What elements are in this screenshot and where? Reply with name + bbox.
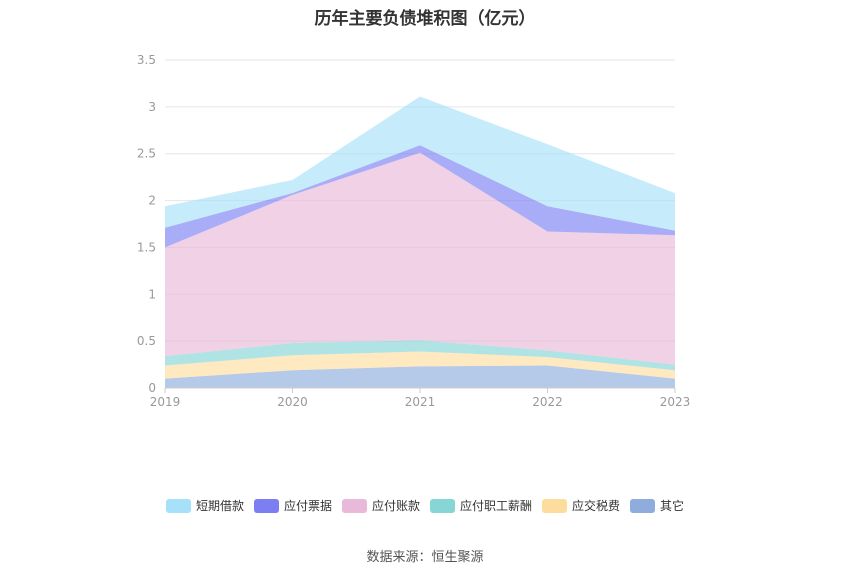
legend-label: 其它 <box>660 499 685 513</box>
legend-item[interactable]: 应付职工薪酬 <box>430 497 532 514</box>
area-应付票据[interactable] <box>165 145 675 248</box>
y-tick-label: 2.5 <box>137 147 156 161</box>
legend-item[interactable]: 应付账款 <box>341 497 420 514</box>
area-应付职工薪酬[interactable] <box>165 340 675 371</box>
y-tick-label: 1.5 <box>137 240 156 254</box>
y-tick-label: 0.5 <box>137 334 156 348</box>
legend-swatch <box>253 498 279 513</box>
chart-title: 历年主要负债堆积图（亿元） <box>314 9 536 29</box>
area-应付账款[interactable] <box>165 152 675 365</box>
y-tick-label: 3 <box>148 100 156 114</box>
x-tick-label: 2021 <box>405 395 436 409</box>
legend-item[interactable]: 其它 <box>630 497 684 514</box>
legend-swatch <box>630 498 656 513</box>
legend-swatch <box>341 498 367 513</box>
y-tick-label: 0 <box>148 381 156 395</box>
legend-item[interactable]: 应付票据 <box>253 497 332 514</box>
legend-item[interactable]: 短期借款 <box>165 497 244 514</box>
area-短期借款[interactable] <box>165 96 675 231</box>
area-应交税费[interactable] <box>165 351 675 379</box>
area-series <box>165 96 675 389</box>
legend-swatch <box>542 498 568 513</box>
legend-item[interactable]: 应交税费 <box>542 497 620 514</box>
legend: 短期借款 应付票据 应付账款 应付职工薪酬 应交税费 其它 <box>0 497 850 514</box>
legend-label: 应付票据 <box>283 499 332 513</box>
legend-swatch <box>165 498 191 513</box>
axes: 0 0.5 1 1.5 2 2.5 3 3.5 2019 2020 2021 2022 2023 <box>137 53 690 409</box>
x-tick-label: 2019 <box>150 395 181 409</box>
legend-label: 应付职工薪酬 <box>460 499 533 513</box>
y-tick-label: 2 <box>148 194 156 208</box>
legend-label: 应交税费 <box>572 499 621 513</box>
y-tick-label: 3.5 <box>137 53 156 67</box>
data-source: 数据来源：恒生聚源 <box>366 550 484 565</box>
area-其它[interactable] <box>165 365 675 389</box>
legend-swatch <box>430 498 455 513</box>
legend-label: 短期借款 <box>195 499 244 513</box>
x-tick-label: 2023 <box>660 395 691 409</box>
y-tick-label: 1 <box>148 287 156 301</box>
x-tick-label: 2022 <box>532 395 563 409</box>
x-tick-label: 2020 <box>277 395 308 409</box>
legend-label: 应付账款 <box>371 499 420 513</box>
